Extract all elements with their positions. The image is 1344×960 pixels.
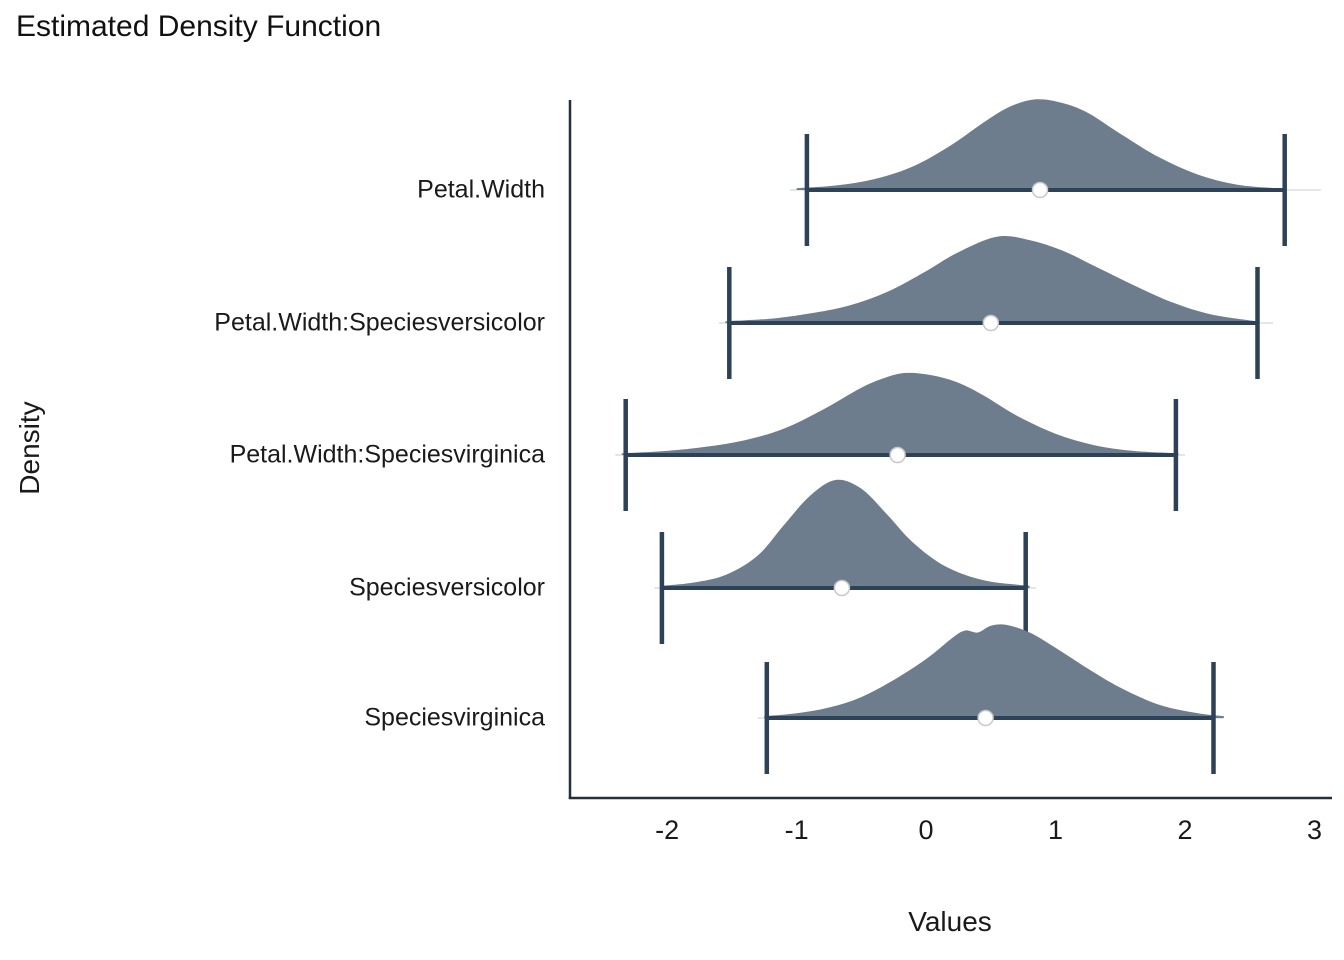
point-estimate-marker bbox=[1031, 181, 1049, 199]
density-curve bbox=[725, 235, 1257, 323]
row-label: Petal.Width:Speciesversicolor bbox=[214, 308, 545, 337]
row-label: Petal.Width:Speciesvirginica bbox=[229, 440, 545, 469]
x-tick-label: 3 bbox=[1306, 815, 1323, 845]
x-axis-label: Values bbox=[908, 906, 992, 937]
point-estimate-marker bbox=[982, 314, 1000, 332]
x-tick-label: 2 bbox=[1177, 815, 1193, 845]
density-curve bbox=[764, 624, 1224, 718]
row-label: Petal.Width bbox=[417, 175, 545, 204]
row-label: Speciesvirginica bbox=[364, 703, 545, 732]
density-curve bbox=[660, 479, 1030, 588]
point-estimate-marker bbox=[889, 446, 906, 464]
density-curve bbox=[796, 99, 1276, 190]
x-tick-label: -2 bbox=[655, 815, 680, 845]
point-estimate-marker bbox=[977, 709, 994, 727]
row-label: Speciesversicolor bbox=[349, 573, 545, 602]
x-tick-label: 1 bbox=[1047, 815, 1064, 845]
density-curve bbox=[621, 372, 1179, 455]
x-tick-label: 0 bbox=[918, 815, 934, 845]
x-tick-label: -1 bbox=[784, 815, 809, 845]
point-estimate-marker bbox=[833, 579, 851, 597]
chart-title: Estimated Density Function bbox=[16, 10, 382, 43]
